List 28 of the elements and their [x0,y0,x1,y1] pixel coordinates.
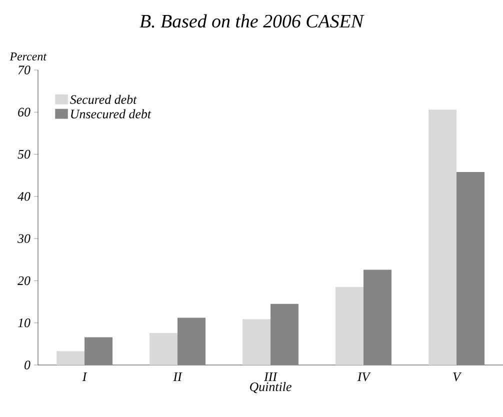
y-tick-label: 50 [18,150,30,159]
legend-label: Unsecured debt [71,109,152,118]
bar [364,270,392,365]
y-tick-label: 30 [18,234,30,243]
bar [270,304,299,365]
bar [150,332,178,365]
y-tick-label: 20 [18,276,30,286]
x-tick-label: V [453,372,462,382]
x-tick-label: I [82,372,88,381]
chart-title: B. Based on the 2006 CASEN [140,14,364,28]
bar [336,287,364,365]
y-tick-label: 10 [18,318,30,328]
bar [56,351,85,365]
x-tick-label: III [264,372,278,381]
bar [242,319,271,365]
x-axis-title: Quintile [250,382,292,394]
y-tick-label: 0 [24,360,30,370]
y-tick-label: 70 [18,66,30,74]
y-tick-label: 40 [18,192,30,201]
legend-label: Secured debt [70,94,137,104]
bar [456,172,485,365]
bar [178,318,206,365]
x-tick-label: IV [357,372,371,382]
y-axis-title: Percent [10,52,47,60]
bar [428,110,457,365]
bar [84,337,113,365]
y-tick-label: 60 [18,108,30,117]
x-tick-label: II [173,372,182,381]
